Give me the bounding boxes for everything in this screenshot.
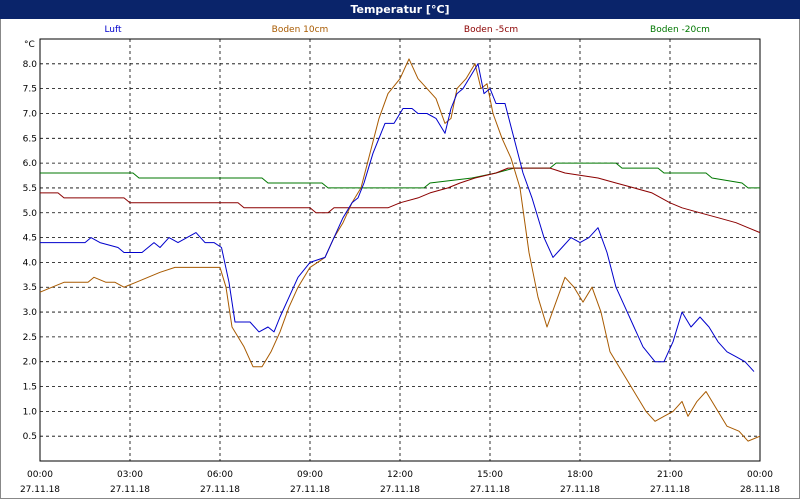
chart-title-bar: Temperatur [°C] — [0, 0, 800, 19]
y-tick-label: 0.5 — [23, 432, 37, 442]
x-tick-date-label: 27.11.18 — [290, 485, 330, 495]
y-tick-label: 3.5 — [23, 283, 37, 293]
series-line-boden-5cm — [40, 167, 761, 234]
y-tick-label: 4.0 — [23, 258, 38, 268]
y-tick-label: 5.0 — [23, 209, 38, 219]
y-axis-unit-label: °C — [24, 40, 35, 50]
y-tick-label: 1.0 — [23, 407, 38, 417]
chart-title: Temperatur [°C] — [350, 3, 450, 16]
x-tick-date-label: 27.11.18 — [200, 485, 240, 495]
y-tick-label: 2.0 — [23, 358, 38, 368]
x-tick-date-label: 27.11.18 — [560, 485, 600, 495]
legend-boden-minus20cm: Boden -20cm — [650, 25, 710, 35]
x-tick-time-label: 06:00 — [207, 470, 233, 480]
y-tick-label: 4.5 — [23, 234, 37, 244]
x-tick-time-label: 00:00 — [747, 470, 773, 480]
y-tick-label: 2.5 — [23, 333, 37, 343]
x-tick-date-label: 27.11.18 — [650, 485, 690, 495]
y-tick-label: 1.5 — [23, 383, 37, 393]
y-tick-label: 6.5 — [23, 134, 37, 144]
x-tick-date-label: 27.11.18 — [380, 485, 420, 495]
x-tick-time-label: 21:00 — [657, 470, 683, 480]
x-tick-time-label: 15:00 — [477, 470, 503, 480]
series-line-boden-10cm — [39, 58, 761, 442]
x-tick-time-label: 09:00 — [297, 470, 323, 480]
legend-boden-minus5cm: Boden -5cm — [463, 25, 519, 35]
x-tick-date-label: 28.11.18 — [740, 485, 780, 495]
legend-boden-10cm: Boden 10cm — [271, 25, 329, 35]
x-tick-time-label: 18:00 — [567, 470, 593, 480]
x-tick-time-label: 00:00 — [27, 470, 53, 480]
x-tick-time-label: 03:00 — [117, 470, 143, 480]
y-tick-label: 7.0 — [23, 109, 38, 119]
x-tick-date-label: 27.11.18 — [470, 485, 510, 495]
y-tick-label: 3.0 — [23, 308, 38, 318]
y-tick-label: 7.5 — [23, 85, 37, 95]
x-tick-date-label: 27.11.18 — [110, 485, 150, 495]
y-tick-label: 8.0 — [23, 60, 38, 70]
y-tick-label: 6.0 — [23, 159, 38, 169]
legend-luft: Luft — [104, 25, 122, 35]
y-tick-label: 5.5 — [23, 184, 37, 194]
x-tick-time-label: 12:00 — [387, 470, 413, 480]
x-tick-date-label: 27.11.18 — [20, 485, 60, 495]
series-line-luft — [40, 63, 755, 372]
